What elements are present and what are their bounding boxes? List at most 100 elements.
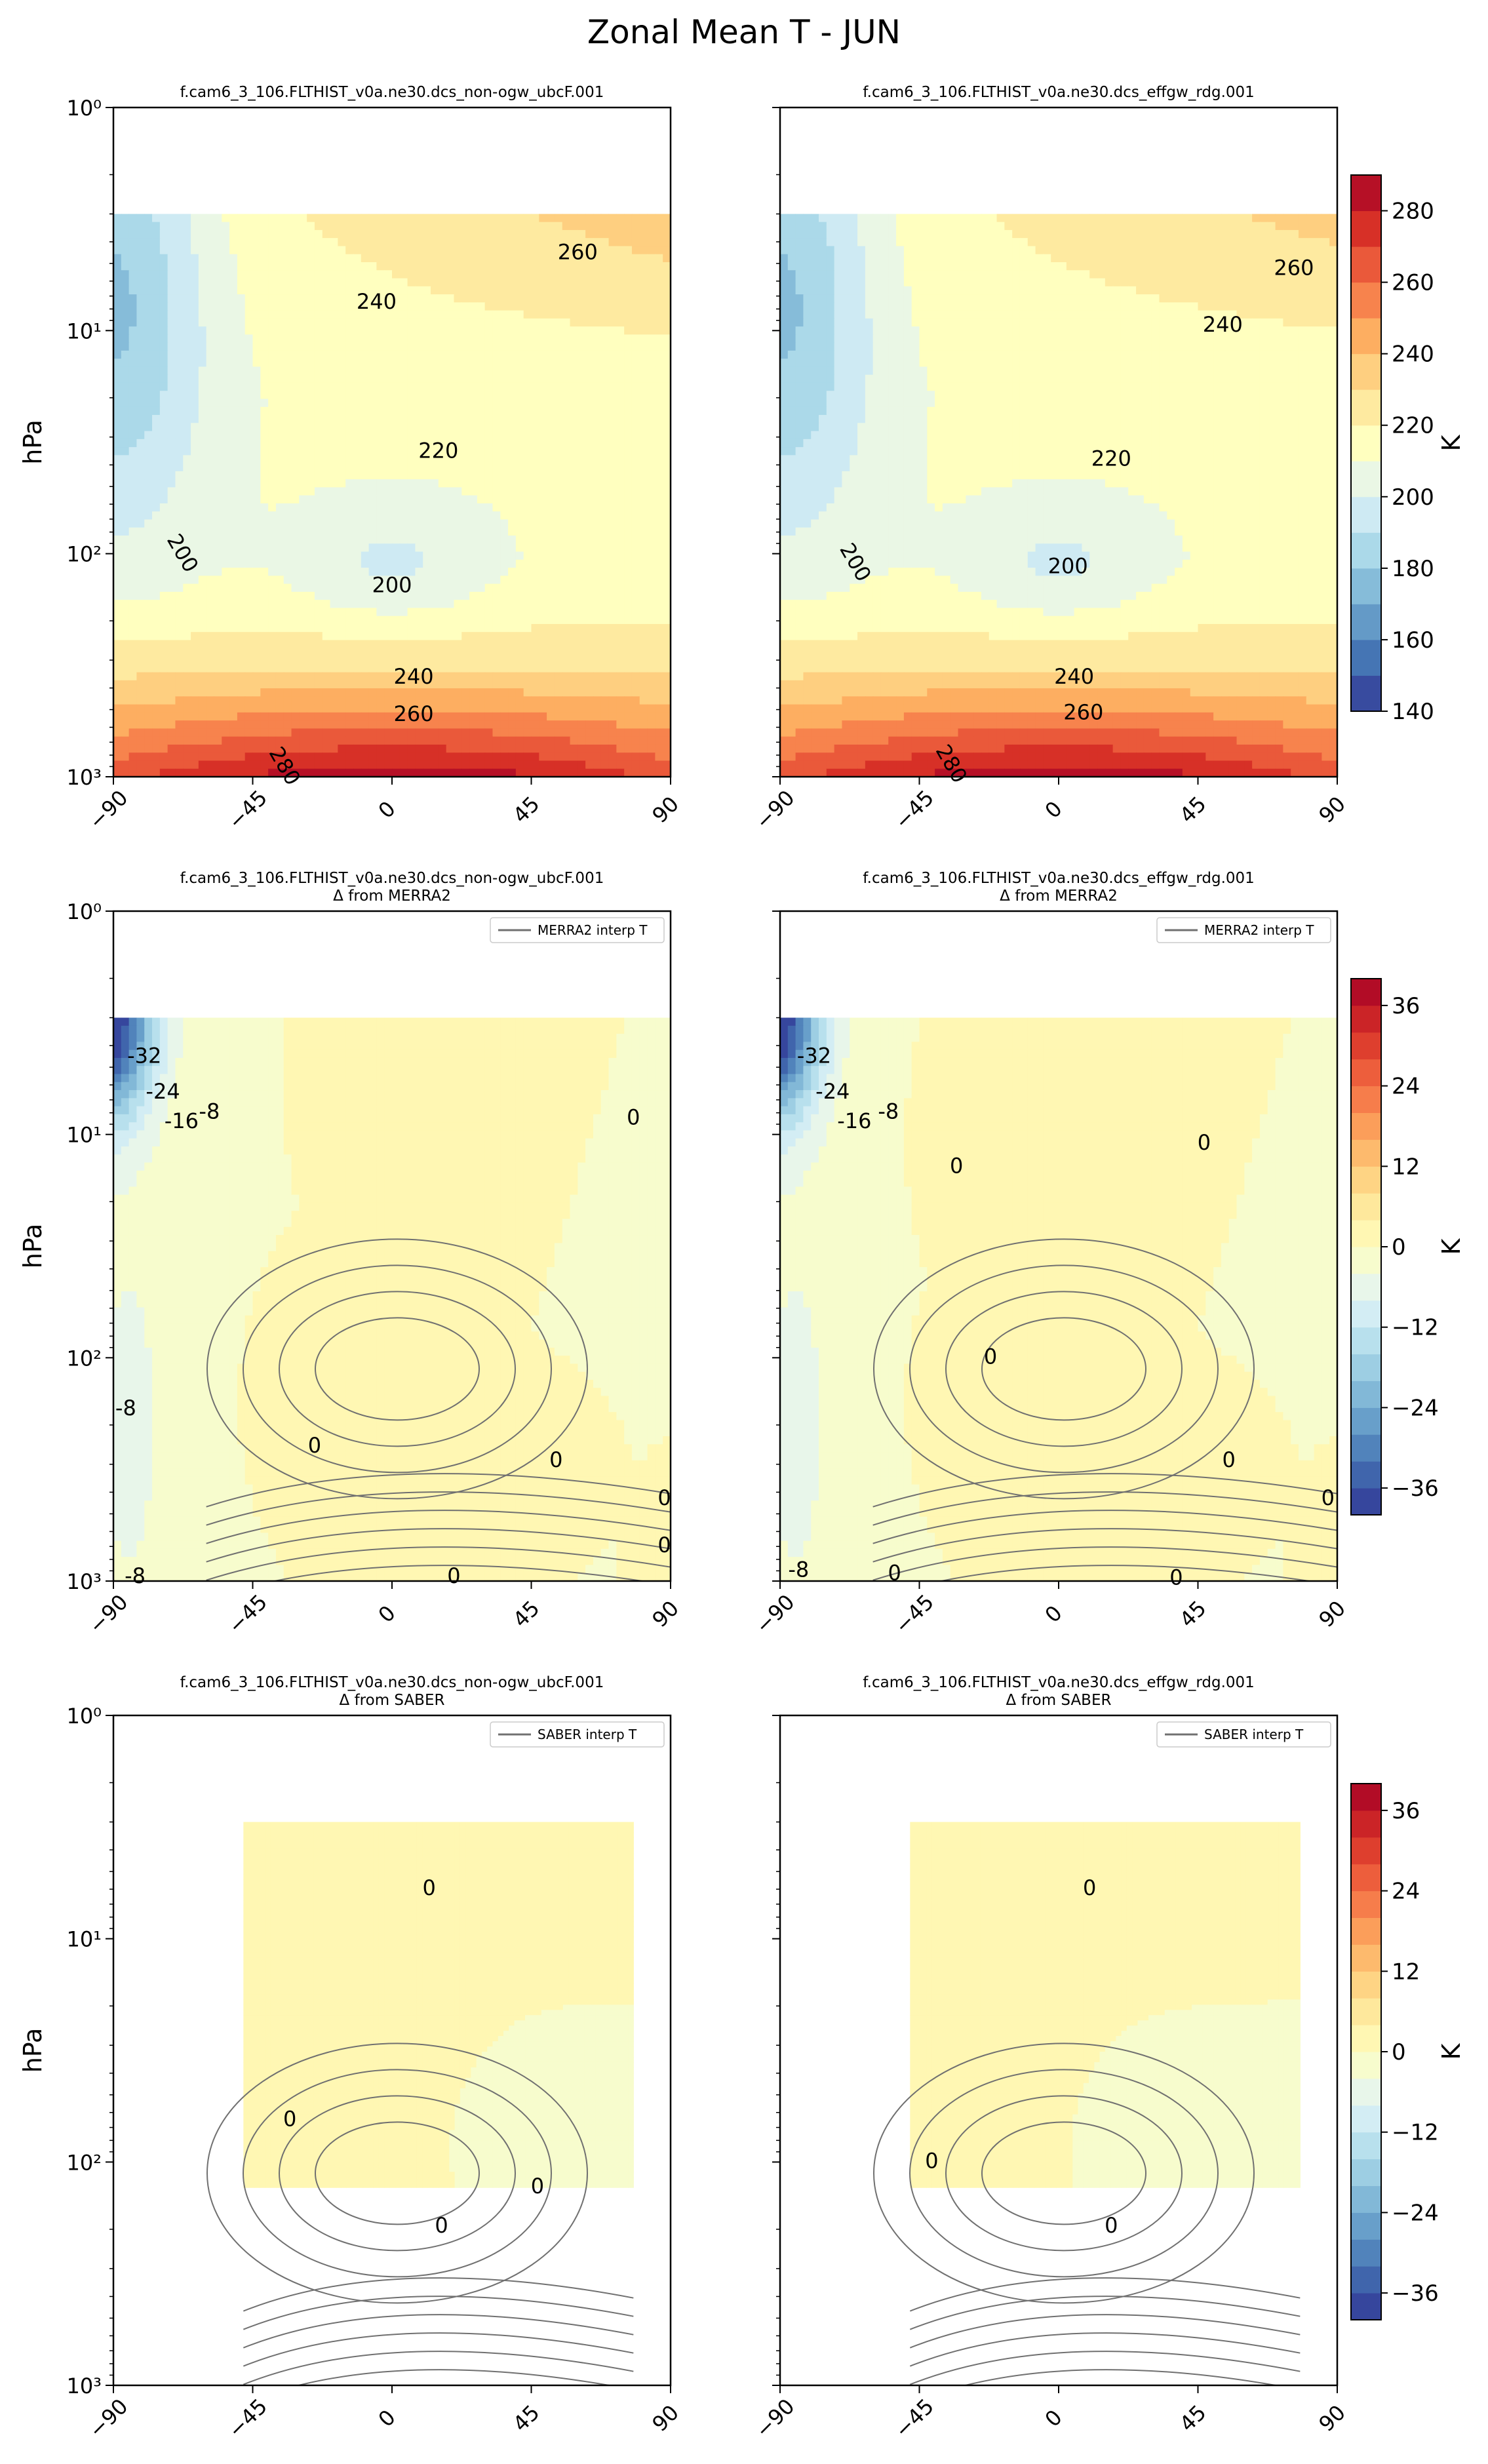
contour-cell — [608, 576, 617, 585]
contour-cell — [415, 511, 423, 520]
contour-cell — [183, 350, 191, 359]
contour-cell — [578, 294, 586, 303]
contour-cell — [214, 455, 222, 464]
contour-cell — [608, 616, 617, 625]
contour-cell — [260, 753, 269, 762]
contour-cell — [631, 334, 640, 343]
contour-cell — [283, 656, 292, 665]
contour-cell — [252, 391, 261, 400]
contour-cell — [600, 664, 610, 673]
contour-cell — [585, 688, 594, 697]
contour-cell — [222, 503, 230, 512]
contour-cell — [183, 479, 191, 488]
contour-cell — [616, 672, 625, 681]
contour-cell — [275, 720, 284, 730]
contour-cell — [275, 519, 284, 528]
contour-cell — [353, 262, 362, 271]
contour-cell — [438, 712, 447, 721]
contour-cell — [167, 623, 176, 633]
contour-cell — [252, 664, 261, 673]
contour-cell — [275, 310, 284, 319]
contour-cell — [585, 576, 594, 585]
contour-cell — [136, 600, 145, 609]
contour-cell — [608, 463, 617, 472]
contour-cell — [438, 576, 447, 585]
contour-cell — [330, 760, 338, 770]
contour-cell — [222, 640, 230, 649]
contour-cell — [144, 768, 153, 777]
contour-cell — [469, 559, 478, 568]
contour-cell — [600, 591, 610, 600]
contour-cell — [484, 463, 494, 472]
contour-cell — [608, 310, 617, 319]
contour-cell — [113, 439, 122, 448]
contour-cell — [570, 278, 578, 287]
contour-cell — [423, 262, 431, 271]
contour-cell — [361, 736, 370, 745]
contour-cell — [384, 664, 393, 673]
contour-cell — [616, 278, 625, 287]
contour-cell — [539, 310, 547, 319]
contour-cell — [484, 664, 494, 673]
contour-cell — [229, 359, 238, 368]
contour-cell — [361, 294, 370, 303]
contour-cell — [639, 704, 648, 713]
contour-cell — [461, 543, 470, 553]
contour-cell — [570, 728, 578, 737]
contour-cell — [392, 350, 401, 359]
contour-cell — [260, 278, 269, 287]
contour-cell — [283, 246, 292, 255]
contour-cell — [438, 704, 447, 713]
contour-cell — [570, 736, 578, 745]
contour-cell — [608, 632, 617, 641]
contour-cell — [159, 359, 168, 368]
contour-cell — [222, 728, 230, 737]
contour-cell — [222, 471, 230, 480]
contour-cell — [299, 704, 307, 713]
contour-cell — [392, 391, 401, 400]
contour-cell — [600, 688, 610, 697]
contour-cell — [415, 318, 423, 327]
contour-cell — [616, 688, 625, 697]
contour-cell — [415, 471, 423, 480]
contour-cell — [136, 431, 145, 440]
contour-cell — [523, 487, 532, 496]
contour-cell — [554, 608, 563, 617]
contour-cell — [113, 455, 122, 464]
contour-cell — [291, 479, 300, 488]
contour-cell — [608, 736, 617, 745]
contour-cell — [268, 527, 277, 536]
contour-cell — [307, 334, 315, 343]
contour-cell — [314, 600, 323, 609]
contour-cell — [585, 342, 594, 351]
contour-cell — [245, 406, 254, 416]
contour-cell — [508, 551, 517, 560]
contour-cell — [229, 463, 238, 472]
contour-cell — [214, 350, 222, 359]
contour-cell — [508, 712, 517, 721]
contour-cell — [547, 495, 555, 504]
contour-cell — [600, 214, 610, 223]
contour-cell — [407, 278, 416, 287]
contour-cell — [384, 246, 393, 255]
contour-cell — [392, 342, 401, 351]
contour-cell — [252, 503, 261, 512]
contour-cell — [338, 720, 346, 730]
contour-cell — [554, 423, 563, 432]
contour-cell — [260, 623, 269, 633]
contour-cell — [299, 736, 307, 745]
contour-cell — [222, 278, 230, 287]
contour-cell — [136, 246, 145, 255]
contour-cell — [446, 503, 455, 512]
contour-cell — [214, 423, 222, 432]
contour-cell — [523, 286, 532, 295]
contour-cell — [477, 632, 486, 641]
contour-cell — [608, 278, 617, 287]
contour-cell — [639, 423, 648, 432]
contour-cell — [600, 286, 610, 295]
contour-cell — [477, 511, 486, 520]
contour-cell — [431, 640, 439, 649]
contour-cell — [423, 366, 431, 376]
contour-cell — [600, 222, 610, 231]
contour-cell — [252, 406, 261, 416]
